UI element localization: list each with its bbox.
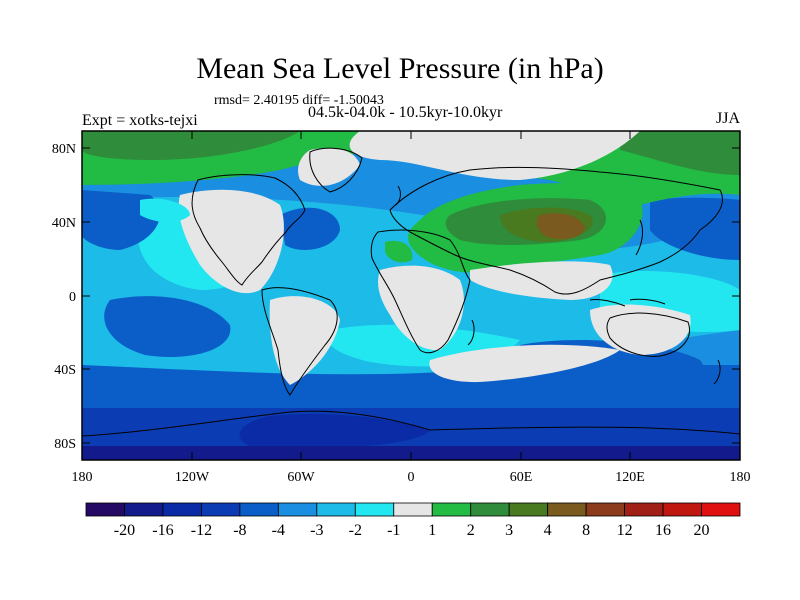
- colorbar-label: 1: [428, 522, 436, 539]
- stats-line: rmsd= 2.40195 diff= -1.50043: [214, 93, 384, 108]
- coastline-new-zealand: [713, 359, 721, 385]
- colorbar-swatch: [470, 502, 510, 517]
- colorbar-label: -16: [152, 522, 173, 539]
- lon-label-180e: 180: [730, 470, 751, 485]
- coastline-north-america: [191, 174, 306, 286]
- field-np-cyan: [140, 198, 190, 223]
- colorbar-swatch: [85, 502, 125, 517]
- colorbar-label: -2: [349, 522, 362, 539]
- coastline-south-america: [261, 287, 338, 396]
- field-africa-green: [385, 240, 413, 263]
- colorbar-label: 4: [544, 522, 552, 539]
- colorbar-label: 8: [582, 522, 590, 539]
- field-n-atlantic-low: [280, 207, 340, 250]
- lon-label-120w: 120W: [175, 470, 210, 485]
- lon-label-120e: 120E: [615, 470, 645, 485]
- coastline-eurasia: [389, 166, 723, 295]
- colorbar-swatch: [162, 502, 202, 517]
- lat-label-80s: 80S: [54, 437, 76, 452]
- colorbar-label: 12: [617, 522, 633, 539]
- coastline-indonesia: [589, 298, 666, 307]
- coastline-japan: [635, 219, 644, 256]
- colorbar-swatch: [124, 502, 164, 517]
- coastline-antarctica: [82, 410, 740, 437]
- colorbar-swatch: [201, 502, 241, 517]
- lon-label-60e: 60E: [510, 470, 533, 485]
- colorbar-swatch: [354, 502, 395, 517]
- lon-label-0: 0: [408, 470, 415, 485]
- colorbar-labels: -20 -16 -12 -8 -4 -3 -2 -1 1 2 3 4 8 12 16 20: [114, 522, 710, 539]
- lat-label-80n: 80N: [52, 142, 76, 157]
- colorbar-swatch: [662, 502, 702, 517]
- colorbar-label: -8: [233, 522, 246, 539]
- colorbar-swatch: [701, 502, 741, 517]
- colorbar-label: -1: [387, 522, 400, 539]
- season-label: JJA: [716, 110, 741, 127]
- coastline-greenland: [309, 147, 363, 193]
- lon-labels: 180 120W 60W 0 60E 120E 180: [72, 470, 751, 485]
- field-arctic-neutral: [349, 131, 640, 180]
- colorbar-swatch: [277, 502, 318, 517]
- lat-label-40s: 40S: [54, 363, 76, 378]
- colorbar-swatch: [239, 502, 279, 517]
- colorbar-label: 20: [694, 522, 710, 539]
- lon-tick-marks: [81, 131, 741, 460]
- lat-label-0: 0: [69, 290, 76, 305]
- field-tibet-brown: [536, 213, 585, 240]
- colorbar-swatch: [508, 502, 549, 517]
- lon-label-180w: 180: [72, 470, 93, 485]
- chart-title: Mean Sea Level Pressure (in hPa): [196, 52, 604, 85]
- period-line: 04.5k-04.0k - 10.5kyr-10.0kyr: [308, 104, 503, 121]
- field-si-neutral: [429, 344, 620, 383]
- colorbar-swatch: [316, 502, 356, 517]
- colorbar-label: -20: [114, 522, 135, 539]
- experiment-label: Expt = xotks-tejxi: [82, 112, 198, 129]
- colorbar-swatch: [585, 502, 625, 517]
- field-arctic-ne-darkgreen: [620, 131, 740, 175]
- colorbar-label: -4: [272, 522, 285, 539]
- coastlines: [82, 147, 740, 437]
- colorbar-label: -3: [310, 522, 323, 539]
- colorbar-label: 3: [505, 522, 513, 539]
- field-africa-neutral: [378, 265, 464, 351]
- lat-tick-marks: [82, 147, 740, 444]
- colorbar-label: 16: [655, 522, 671, 539]
- field-greenland-neutral: [298, 147, 360, 186]
- field-asia-neutral: [470, 261, 613, 300]
- coastline-africa: [370, 229, 471, 354]
- lat-label-40n: 40N: [52, 216, 76, 231]
- colorbar: [85, 502, 741, 517]
- coastline-madagascar: [467, 319, 475, 346]
- colorbar-swatch: [624, 502, 664, 517]
- colorbar-label: -12: [191, 522, 212, 539]
- pressure-field: [82, 131, 740, 460]
- lon-label-60w: 60W: [287, 470, 315, 485]
- colorbar-swatch: [393, 502, 433, 517]
- field-sa-neutral: [269, 296, 340, 385]
- field-antarctic-core: [239, 413, 430, 449]
- field-pacific-south-low: [104, 296, 231, 357]
- colorbar-swatch: [547, 502, 587, 517]
- field-australia-neutral: [590, 304, 691, 355]
- field-arctic-darkgreen: [82, 131, 300, 160]
- colorbar-swatch: [431, 502, 472, 517]
- coastline-australia: [606, 312, 690, 357]
- lat-labels: 80N 40N 0 40S 80S: [52, 142, 76, 452]
- colorbar-label: 2: [467, 522, 475, 539]
- coastline-uk: [395, 185, 401, 206]
